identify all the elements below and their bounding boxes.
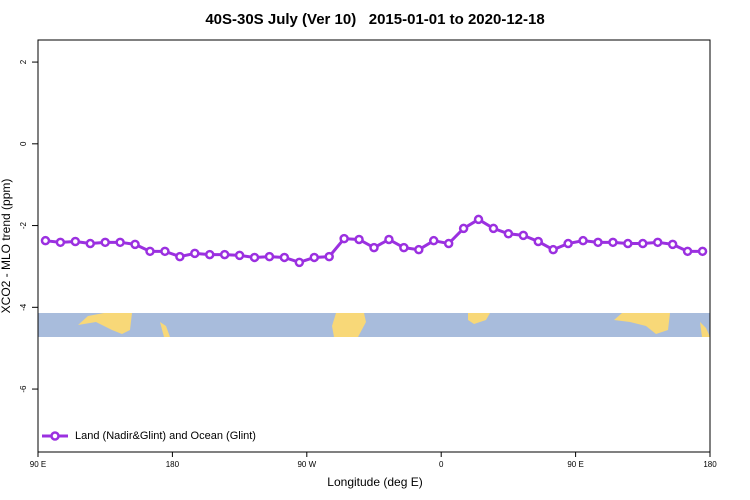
point <box>428 235 439 246</box>
point <box>130 239 140 250</box>
point <box>264 251 275 262</box>
land <box>78 313 132 334</box>
point <box>369 242 379 253</box>
land <box>468 313 490 324</box>
point <box>608 237 618 248</box>
y-axis-label: XCO2 - MLO trend (ppm) <box>0 179 13 314</box>
x-tick-label: 90 W <box>297 460 316 469</box>
point <box>190 248 200 259</box>
point <box>55 237 66 248</box>
x-axis-label: Longitude (deg E) <box>327 475 422 489</box>
point <box>100 237 110 248</box>
point <box>563 238 573 249</box>
point <box>204 249 215 260</box>
point <box>145 246 155 257</box>
point <box>458 223 469 234</box>
x-tick-label: 90 E <box>567 460 583 469</box>
y-tick-label: -2 <box>19 221 28 229</box>
point <box>593 237 603 248</box>
point <box>219 249 230 260</box>
point <box>309 252 320 263</box>
point <box>40 235 51 246</box>
point <box>488 223 499 234</box>
point <box>503 228 514 239</box>
point <box>354 234 364 245</box>
land <box>160 322 170 337</box>
ocean <box>38 313 710 337</box>
point <box>339 233 349 244</box>
point <box>160 246 170 257</box>
y-tick-label: 2 <box>19 59 28 64</box>
point <box>279 252 290 263</box>
point <box>399 242 409 253</box>
point <box>414 244 424 255</box>
map-strip <box>38 313 710 337</box>
point <box>518 230 529 241</box>
point <box>682 246 693 257</box>
point <box>652 237 663 248</box>
land <box>614 313 670 334</box>
point <box>70 236 81 247</box>
y-tick-label: -6 <box>19 385 28 393</box>
point <box>697 246 708 257</box>
point <box>115 237 125 248</box>
plot-frame <box>37 39 711 453</box>
point <box>638 238 648 249</box>
point <box>85 238 96 249</box>
series-line <box>45 217 703 264</box>
point <box>623 238 633 249</box>
point <box>324 251 334 262</box>
chart-title: 40S-30S July (Ver 10) 2015-01-01 to 2020… <box>205 11 544 28</box>
point <box>175 251 185 262</box>
x-tick-label: 180 <box>703 460 717 469</box>
point <box>473 214 484 225</box>
y-tick-label: -4 <box>19 303 28 311</box>
point <box>548 244 558 255</box>
point <box>443 238 454 249</box>
x-tick-label: 180 <box>166 460 180 469</box>
legend-label: Land (Nadir&Glint) and Ocean (Glint) <box>75 430 256 442</box>
point <box>384 234 394 245</box>
land <box>700 322 710 337</box>
point <box>249 252 260 263</box>
point <box>578 235 588 246</box>
point <box>234 250 245 261</box>
y-tick-label: 0 <box>19 141 28 146</box>
x-tick-label: 0 <box>439 460 444 469</box>
point <box>667 239 678 250</box>
x-tick-label: 90 E <box>30 460 46 469</box>
point <box>294 257 305 268</box>
point <box>533 236 544 247</box>
land <box>332 313 366 337</box>
legend-marker <box>50 431 60 441</box>
